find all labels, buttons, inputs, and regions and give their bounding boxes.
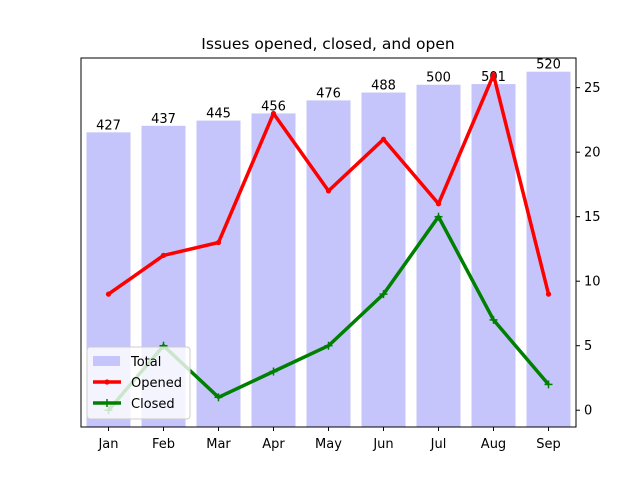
y-tick-label: 25 bbox=[584, 81, 601, 96]
closed-point bbox=[489, 315, 498, 324]
x-tick-label: May bbox=[315, 437, 342, 452]
closed-point bbox=[544, 380, 553, 389]
legend-swatch-total bbox=[93, 356, 120, 366]
closed-point bbox=[269, 367, 278, 376]
x-tick-label: Aug bbox=[481, 437, 506, 452]
opened-point bbox=[160, 252, 167, 259]
y-tick-label: 10 bbox=[584, 275, 601, 290]
bar-jul bbox=[416, 84, 461, 428]
bar-mar bbox=[196, 120, 241, 427]
y-tick-label: 0 bbox=[584, 404, 592, 419]
closed-point bbox=[434, 212, 443, 221]
opened-point bbox=[105, 291, 112, 297]
bar-value-label: 445 bbox=[206, 107, 231, 122]
opened-point bbox=[380, 136, 387, 142]
y-tick-label: 15 bbox=[584, 210, 601, 225]
x-axis: Jan Feb Mar Apr May Jun Jul Aug Sep bbox=[97, 427, 561, 452]
closed-point bbox=[214, 393, 223, 402]
x-tick-label: Apr bbox=[262, 437, 285, 452]
opened-point bbox=[490, 72, 497, 78]
legend-label-total: Total bbox=[130, 355, 161, 370]
bar-may bbox=[306, 100, 351, 427]
bar-value-label: 500 bbox=[426, 71, 451, 86]
legend: Total Opened Closed bbox=[86, 346, 191, 420]
closed-point bbox=[324, 341, 333, 350]
bar-value-label: 437 bbox=[151, 112, 176, 127]
chart-title: Issues opened, closed, and open bbox=[201, 35, 454, 53]
x-tick-label: Sep bbox=[536, 437, 561, 452]
bar-sep bbox=[526, 71, 571, 428]
bar-value-label: 520 bbox=[536, 58, 561, 73]
x-tick-label: Mar bbox=[206, 437, 231, 452]
closed-point bbox=[379, 290, 388, 299]
legend-label-closed: Closed bbox=[131, 397, 175, 412]
x-tick-label: Jan bbox=[97, 437, 118, 452]
opened-point bbox=[270, 110, 277, 117]
bar-value-label: 456 bbox=[261, 99, 286, 114]
y-tick-label: 5 bbox=[584, 339, 592, 354]
right-y-axis: 0 5 10 15 20 25 bbox=[576, 81, 601, 419]
bar-aug bbox=[471, 84, 516, 428]
bar-jun bbox=[361, 92, 406, 427]
legend-label-opened: Opened bbox=[131, 376, 182, 391]
bar-value-label: 476 bbox=[316, 86, 341, 101]
x-tick-label: Jul bbox=[430, 437, 447, 452]
bar-value-label: 488 bbox=[371, 79, 396, 94]
y-tick-label: 20 bbox=[584, 146, 601, 161]
opened-point bbox=[435, 201, 442, 207]
x-tick-label: Feb bbox=[152, 437, 175, 452]
opened-point bbox=[215, 239, 222, 246]
opened-point bbox=[325, 188, 332, 194]
x-tick-label: Jun bbox=[372, 437, 393, 452]
bar-value-label: 427 bbox=[96, 118, 121, 133]
opened-point bbox=[545, 291, 552, 297]
